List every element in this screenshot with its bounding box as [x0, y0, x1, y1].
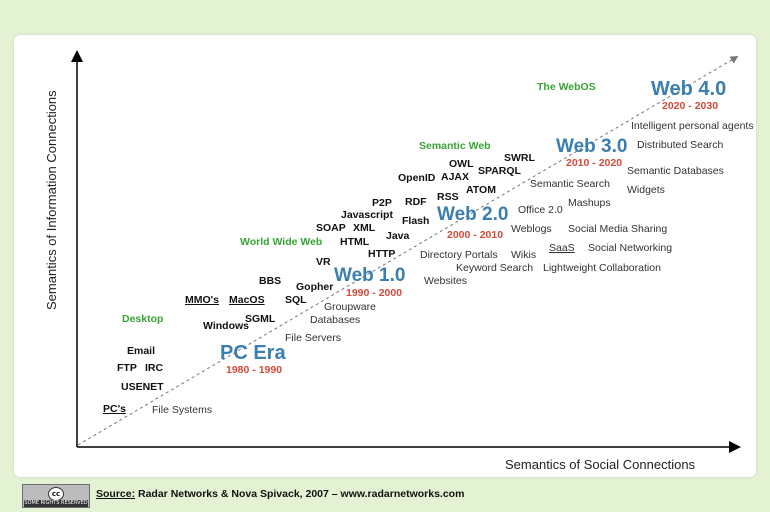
trend-line — [77, 55, 739, 446]
era-label: Web 2.0 — [437, 204, 509, 225]
phase-label: The WebOS — [537, 81, 596, 93]
technology-label: OpenID — [398, 172, 436, 184]
application-label: Databases — [310, 314, 361, 326]
technology-label: Java — [386, 230, 410, 242]
application-label: Wikis — [511, 249, 537, 261]
technology-label: SOAP — [316, 222, 346, 234]
technology-label: Gopher — [296, 281, 334, 293]
era-years: 1980 - 1990 — [226, 364, 283, 376]
application-label: Intelligent personal agents — [631, 120, 754, 132]
era-years: 2000 - 2010 — [447, 229, 504, 241]
application-label: Directory Portals — [420, 249, 498, 261]
application-label: Office 2.0 — [518, 204, 563, 216]
technology-label: P2P — [372, 197, 392, 209]
technology-label: SaaS — [549, 242, 575, 254]
application-label: Distributed Search — [637, 139, 724, 151]
application-label: Semantic Search — [530, 178, 610, 190]
technology-label: SPARQL — [478, 165, 521, 177]
technology-label: MMO's — [185, 294, 219, 306]
application-label: Lightweight Collaboration — [543, 262, 661, 274]
technology-label: BBS — [259, 275, 282, 287]
diagram-panel — [14, 35, 756, 477]
application-label: Mashups — [568, 197, 611, 209]
phase-label: World Wide Web — [240, 236, 323, 248]
technology-label: FTP — [117, 362, 137, 374]
technology-label: RSS — [437, 191, 459, 203]
application-label: Semantic Databases — [627, 165, 724, 177]
era-years: 2020 - 2030 — [662, 100, 719, 112]
era-years: 1990 - 2000 — [346, 287, 403, 299]
technology-label: Javascript — [341, 209, 393, 221]
application-label: Social Media Sharing — [568, 223, 668, 235]
technology-label: IRC — [145, 362, 164, 374]
technology-label: OWL — [449, 158, 474, 170]
technology-label: Flash — [402, 215, 430, 227]
application-label: Groupware — [324, 301, 376, 313]
technology-label: SWRL — [504, 152, 535, 164]
technology-label: Email — [127, 345, 156, 357]
phase-label: Desktop — [122, 313, 164, 325]
era-label: Web 4.0 — [651, 78, 727, 100]
cc-license-text: SOME RIGHTS RESERVED — [24, 500, 88, 507]
technology-label: VR — [316, 256, 331, 268]
technology-label: HTTP — [368, 248, 396, 260]
cc-icon: cc — [48, 487, 64, 501]
source-text: Radar Networks & Nova Spivack, 2007 – ww… — [135, 488, 465, 500]
application-label: File Systems — [152, 404, 213, 416]
cc-license-badge[interactable]: cc SOME RIGHTS RESERVED — [22, 484, 90, 508]
technology-label: SGML — [245, 313, 276, 325]
era-label: Web 1.0 — [334, 265, 406, 286]
technology-label: PC's — [103, 403, 126, 415]
y-axis-label: Semantics of Information Connections — [44, 90, 59, 310]
phase-label: Semantic Web — [419, 140, 491, 152]
application-label: Keyword Search — [456, 262, 534, 274]
technology-label: HTML — [340, 236, 370, 248]
era-label: Web 3.0 — [556, 136, 628, 157]
technology-label: XML — [353, 222, 376, 234]
x-axis-label: Semantics of Social Connections — [505, 457, 696, 472]
technology-label: ATOM — [466, 184, 496, 196]
technology-label: AJAX — [441, 171, 470, 183]
application-label: Widgets — [627, 184, 665, 196]
era-years: 2010 - 2020 — [566, 157, 623, 169]
application-label: File Servers — [285, 332, 342, 344]
technology-label: Windows — [203, 320, 249, 332]
application-label: Weblogs — [511, 223, 552, 235]
technology-label: MacOS — [229, 294, 265, 306]
technology-label: USENET — [121, 381, 164, 393]
technology-label: SQL — [285, 294, 307, 306]
application-label: Websites — [424, 275, 467, 287]
technology-label: RDF — [405, 196, 427, 208]
era-label: PC Era — [220, 342, 286, 364]
application-label: Social Networking — [588, 242, 673, 254]
source-label: Source: — [96, 488, 136, 500]
source-footer: Source: Radar Networks & Nova Spivack, 2… — [96, 488, 464, 500]
